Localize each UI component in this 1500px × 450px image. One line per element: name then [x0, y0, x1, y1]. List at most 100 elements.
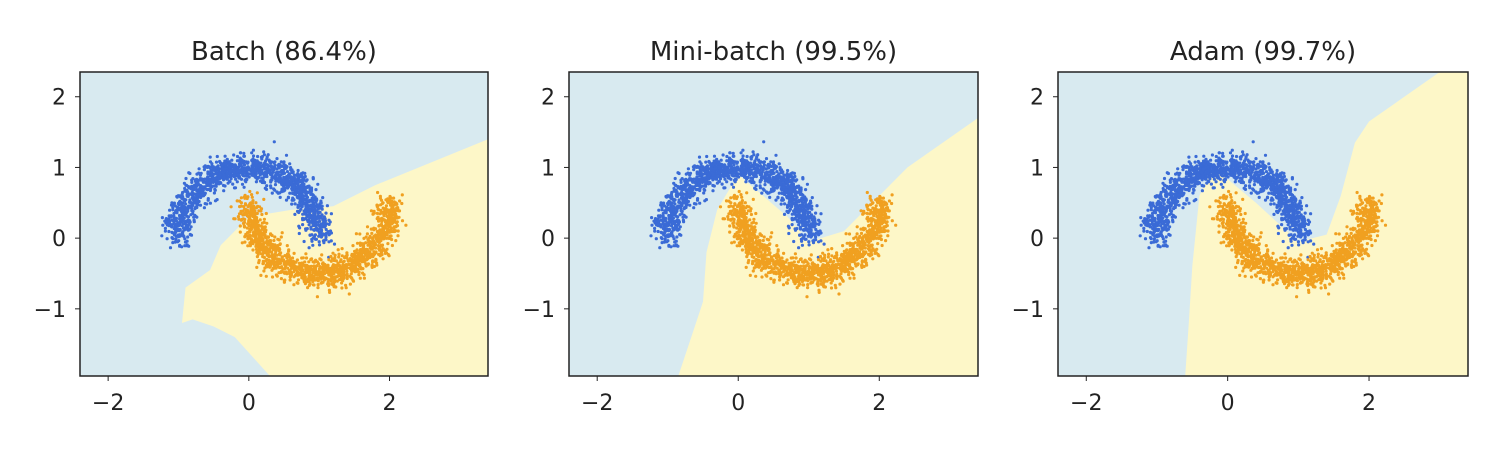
- scatter-point: [753, 186, 757, 190]
- scatter-point: [278, 163, 282, 167]
- scatter-point: [362, 276, 366, 280]
- scatter-point: [369, 252, 373, 256]
- scatter-point: [223, 159, 227, 163]
- scatter-point: [193, 213, 197, 217]
- scatter-point: [191, 209, 195, 213]
- scatter-point: [242, 154, 246, 158]
- scatter-point: [720, 162, 724, 166]
- scatter-point: [865, 190, 869, 195]
- scatter-point: [309, 264, 313, 268]
- scatter-point: [699, 178, 703, 182]
- scatter-point: [322, 278, 326, 282]
- scatter-point: [380, 219, 384, 224]
- scatter-point: [684, 194, 688, 198]
- scatter-point: [182, 216, 186, 220]
- scatter-point: [767, 178, 771, 182]
- scatter-point: [311, 177, 315, 181]
- scatter-point: [262, 217, 266, 221]
- scatter-point: [396, 234, 400, 238]
- scatter-point: [220, 166, 224, 170]
- scatter-point: [279, 277, 283, 281]
- scatter-point: [272, 140, 276, 144]
- scatter-point: [687, 193, 691, 197]
- scatter-point: [372, 239, 376, 243]
- scatter-point: [810, 218, 815, 222]
- scatter-point: [732, 178, 737, 182]
- scatter-point: [241, 174, 245, 178]
- scatter-point: [250, 193, 254, 197]
- scatter-point: [263, 186, 267, 190]
- scatter-point: [806, 283, 810, 287]
- scatter-point: [314, 237, 318, 241]
- scatter-point: [387, 254, 391, 258]
- scatter-point: [292, 251, 296, 255]
- scatter-point: [259, 273, 263, 277]
- scatter-point: [667, 227, 671, 231]
- scatter-point: [178, 220, 182, 224]
- scatter-point: [201, 180, 205, 184]
- scatter-point: [187, 200, 192, 204]
- scatter-point: [652, 219, 656, 223]
- scatter-point: [240, 161, 244, 165]
- scatter-point: [260, 157, 264, 161]
- scatter-point: [304, 205, 308, 210]
- scatter-point: [381, 201, 385, 205]
- scatter-point: [677, 220, 682, 224]
- scatter-point: [175, 195, 179, 199]
- scatter-point: [312, 274, 316, 278]
- scatter-point: [396, 206, 400, 210]
- scatter-point: [749, 168, 753, 172]
- scatter-point: [790, 218, 794, 222]
- scatter-point: [268, 159, 272, 163]
- scatter-point: [247, 230, 251, 234]
- scatter-point: [227, 160, 231, 164]
- scatter-point: [735, 165, 740, 169]
- scatter-point: [253, 238, 257, 242]
- scatter-point: [730, 171, 734, 175]
- scatter-point: [299, 183, 303, 187]
- scatter-point: [380, 224, 385, 228]
- scatter-point: [675, 190, 679, 194]
- scatter-point: [309, 225, 313, 229]
- scatter-point: [183, 186, 187, 191]
- scatter-point: [283, 179, 287, 183]
- scatter-point: [750, 155, 754, 159]
- scatter-point: [392, 228, 396, 232]
- scatter-point: [352, 252, 357, 256]
- scatter-point: [169, 215, 173, 219]
- scatter-point: [710, 171, 715, 175]
- scatter-point: [786, 278, 790, 282]
- scatter-point: [378, 254, 382, 258]
- scatter-point: [782, 183, 786, 187]
- scatter-point: [245, 226, 249, 230]
- scatter-point: [192, 199, 197, 203]
- scatter-point: [346, 258, 350, 262]
- scatter-point: [306, 213, 310, 217]
- scatter-point: [372, 209, 376, 213]
- scatter-point: [183, 189, 187, 193]
- scatter-point: [804, 188, 808, 192]
- scatter-point: [338, 270, 342, 274]
- scatter-point: [289, 166, 293, 170]
- scatter-point: [181, 201, 185, 205]
- scatter-point: [725, 180, 729, 184]
- scatter-point: [794, 205, 798, 210]
- scatter-point: [814, 238, 818, 242]
- scatter-point: [689, 177, 693, 181]
- scatter-point: [250, 195, 254, 199]
- scatter-point: [697, 165, 701, 169]
- scatter-point: [312, 283, 316, 287]
- scatter-point: [356, 251, 360, 255]
- scatter-point: [203, 202, 207, 206]
- scatter-point: [248, 189, 252, 194]
- scatter-point: [327, 233, 331, 237]
- scatter-point: [180, 224, 184, 228]
- scatter-point: [773, 176, 777, 180]
- scatter-point: [669, 224, 674, 228]
- scatter-point: [675, 235, 679, 239]
- scatter-point: [265, 239, 269, 243]
- scatter-point: [256, 169, 261, 173]
- scatter-point: [731, 151, 735, 155]
- scatter-point: [404, 223, 408, 227]
- scatter-point: [329, 274, 333, 278]
